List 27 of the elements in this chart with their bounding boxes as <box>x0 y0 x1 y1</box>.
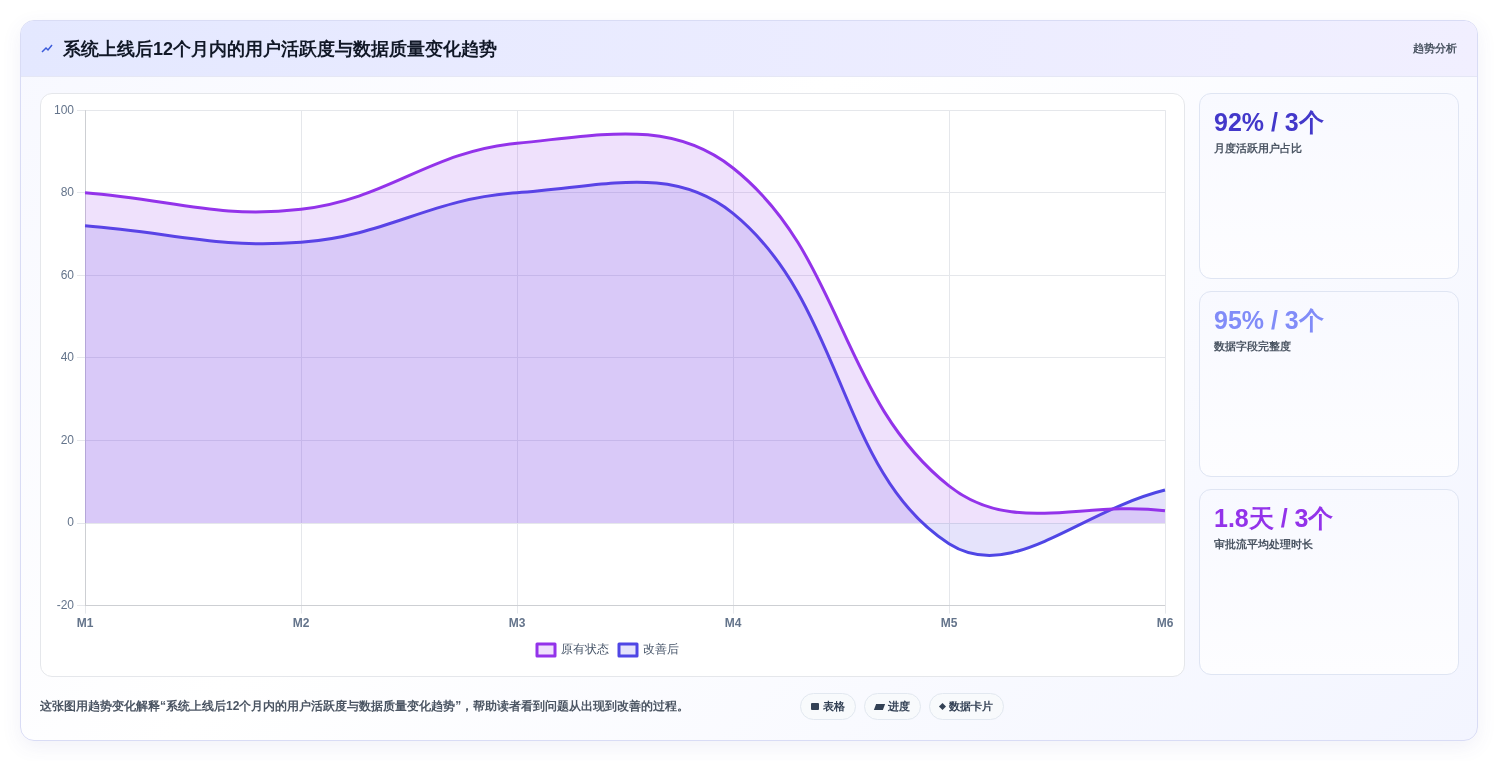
legend-label: 原有状态 <box>561 642 609 657</box>
y-tick-label: 20 <box>60 432 75 447</box>
text: 95% / 3个 <box>1214 305 1325 336</box>
text: 表格 <box>823 699 845 714</box>
y-tick-label: 0 <box>67 515 75 530</box>
text: 趋势分析 <box>1413 41 1457 56</box>
y-tick-label: 100 <box>53 102 75 117</box>
x-tick-label: M1 <box>76 616 94 631</box>
legend-label: 改善后 <box>643 642 679 657</box>
y-tick-label: -20 <box>56 597 75 612</box>
x-tick-label: M2 <box>292 616 310 631</box>
text: 92% / 3个 <box>1214 107 1325 138</box>
text: 数据卡片 <box>949 699 993 714</box>
text: 月度活跃用户占比 <box>1214 141 1303 156</box>
x-tick-label: M6 <box>1156 616 1174 631</box>
chart-title: 系统上线后12个月内的用户活跃度与数据质量变化趋势 <box>63 37 498 61</box>
y-tick-label: 80 <box>60 185 75 200</box>
text: 1.8天 / 3个 <box>1214 503 1335 534</box>
text: 这张图用趋势变化解释“系统上线后12个月内的用户活跃度与数据质量变化趋势”，帮助读者看到问题从出现到改善的过程。 <box>40 698 691 715</box>
x-tick-label: M4 <box>724 616 742 631</box>
text: 进度 <box>888 699 910 714</box>
x-tick-label: M5 <box>940 616 958 631</box>
text: 审批流平均处理时长 <box>1214 537 1314 552</box>
y-tick-label: 40 <box>60 350 75 365</box>
y-tick-label: 60 <box>60 267 75 282</box>
text: 数据字段完整度 <box>1214 339 1292 354</box>
x-tick-label: M3 <box>508 616 526 631</box>
